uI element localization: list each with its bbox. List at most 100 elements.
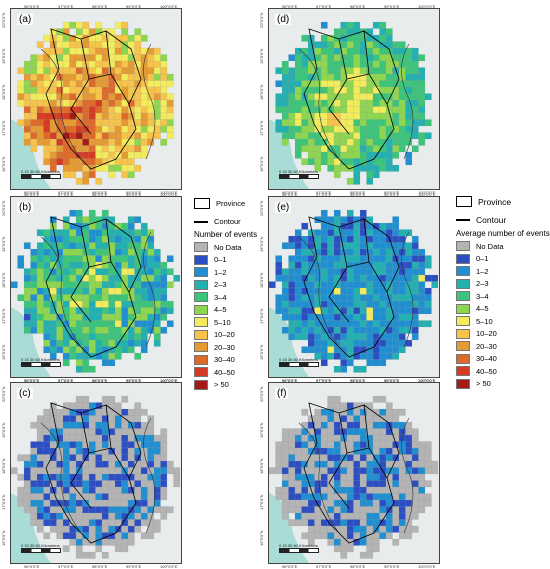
- legend-item: 20–30: [194, 342, 266, 352]
- lon-tick-label: 100°0'0"E: [418, 378, 436, 383]
- legend-item: 10–20: [456, 328, 550, 339]
- scale-bar-graphic: [21, 548, 61, 553]
- lon-tick-label: 98°0'0"E: [350, 4, 366, 9]
- legend-item: 40–50: [194, 367, 266, 377]
- legend-item: 1–2: [456, 266, 550, 276]
- scale-bar-label: 0 15 30 60 Kilometers: [279, 169, 318, 174]
- scale-bar-graphic: [279, 548, 319, 553]
- lon-tick-label: 100°0'0"E: [160, 192, 178, 197]
- lat-tick-label: 20°0'0"N: [1, 12, 6, 28]
- legend-item-label: 30–40: [476, 354, 497, 363]
- panel-label: (d): [275, 14, 292, 25]
- lat-tick-label: 18°0'0"N: [1, 272, 6, 288]
- lon-tick-label: 96°0'0"E: [282, 4, 298, 9]
- lon-tick-label: 96°0'0"E: [282, 378, 298, 383]
- contour-lines: [40, 43, 156, 160]
- province-boundaries: [45, 28, 142, 170]
- legend-title: Average number of events: [456, 229, 550, 238]
- legend-item: 0–1: [194, 254, 266, 265]
- scale-bar: 0 15 30 60 Kilometers: [21, 543, 61, 553]
- lon-tick-label: 100°0'0"E: [418, 4, 436, 9]
- lon-tick-label: 99°0'0"E: [126, 564, 142, 569]
- lat-tick-label: 19°0'0"N: [259, 236, 264, 252]
- lat-tick-label: 18°0'0"N: [259, 272, 264, 288]
- scale-bar-label: 0 15 30 60 Kilometers: [21, 357, 60, 362]
- legend-item-label: 1–2: [214, 267, 227, 277]
- scale-bar: 0 15 30 60 Kilometers: [279, 543, 319, 553]
- legend-swatch: [194, 329, 208, 340]
- scale-bar-label: 0 15 30 60 Kilometers: [279, 543, 318, 548]
- lon-tick-label: 100°0'0"E: [160, 378, 178, 383]
- lat-tick-label: 17°0'0"N: [1, 120, 6, 136]
- lon-tick-label: 96°0'0"E: [282, 192, 298, 197]
- legend-item-label: 5–10: [476, 316, 493, 326]
- legend-item: 3–4: [456, 291, 550, 301]
- lat-tick-label: 17°0'0"N: [259, 494, 264, 510]
- legend-swatch: [456, 303, 470, 314]
- legend-swatch: [456, 291, 470, 301]
- legend-item: 4–5: [456, 303, 550, 314]
- legend-item: 3–4: [194, 292, 266, 302]
- scale-bar-graphic: [279, 174, 319, 179]
- legend-item-label: 3–4: [476, 291, 489, 301]
- contour-symbol: [456, 219, 470, 221]
- lon-tick-label: 100°0'0"E: [418, 564, 436, 569]
- map-panel-d: (d) 0 15 30 60 Kilometers: [268, 8, 440, 190]
- lat-tick-label: 16°0'0"N: [1, 530, 6, 546]
- lon-tick-label: 96°0'0"E: [24, 190, 40, 195]
- legend-item-label: 4–5: [214, 305, 227, 314]
- legend-item: 2–3: [194, 279, 266, 290]
- lon-tick-label: 100°0'0"E: [160, 4, 178, 9]
- lon-tick-label: 97°0'0"E: [316, 378, 332, 383]
- legend-item-label: 0–1: [476, 254, 489, 263]
- legend-contour-row: Contour: [194, 217, 266, 226]
- legend-contour-row: Contour: [456, 215, 550, 225]
- lat-tick-label: 19°0'0"N: [259, 48, 264, 64]
- lat-tick-label: 17°0'0"N: [1, 494, 6, 510]
- lon-tick-label: 97°0'0"E: [58, 190, 74, 195]
- legend-item-label: 40–50: [476, 366, 497, 376]
- lon-tick-label: 97°0'0"E: [316, 564, 332, 569]
- lon-tick-label: 98°0'0"E: [350, 378, 366, 383]
- province-boundaries: [303, 402, 400, 544]
- lon-tick-label: 98°0'0"E: [350, 564, 366, 569]
- legend-item: 0–1: [456, 253, 550, 264]
- lon-tick-label: 99°0'0"E: [384, 192, 400, 197]
- legend-item: > 50: [456, 378, 550, 389]
- legend-province-row: Province: [194, 198, 266, 209]
- lat-tick-label: 20°0'0"N: [259, 200, 264, 216]
- legend-item: No Data: [456, 241, 550, 251]
- province-symbol: [456, 196, 472, 207]
- lon-tick-label: 99°0'0"E: [384, 564, 400, 569]
- map-panel-c: (c) 0 15 30 60 Kilometers: [10, 382, 182, 564]
- lon-tick-label: 98°0'0"E: [92, 564, 108, 569]
- legend-swatch: [194, 254, 208, 265]
- lon-tick-label: 98°0'0"E: [350, 192, 366, 197]
- lat-tick-label: 16°0'0"N: [259, 344, 264, 360]
- legend-item-label: 1–2: [476, 266, 489, 276]
- lon-tick-label: 100°0'0"E: [160, 190, 178, 195]
- legend-item-label: 5–10: [214, 317, 231, 327]
- legend-title: Number of events: [194, 230, 258, 239]
- legend-swatch: [194, 242, 208, 252]
- lon-tick-label: 99°0'0"E: [126, 378, 142, 383]
- lon-tick-label: 99°0'0"E: [384, 378, 400, 383]
- sea-area: [11, 493, 51, 563]
- sea-area: [269, 119, 309, 189]
- lat-tick-label: 16°0'0"N: [259, 156, 264, 172]
- legend-item-label: 30–40: [214, 355, 235, 364]
- scale-bar-graphic: [279, 362, 319, 367]
- lon-tick-label: 98°0'0"E: [92, 192, 108, 197]
- legend-item-label: No Data: [214, 242, 242, 252]
- legend-contour-label: Contour: [214, 217, 241, 226]
- map-panel-f: (f) 0 15 30 60 Kilometers: [268, 382, 440, 564]
- scale-bar: 0 15 30 60 Kilometers: [279, 357, 319, 367]
- legend-swatch: [456, 241, 470, 251]
- province-boundaries: [45, 216, 142, 358]
- lon-tick-label: 98°0'0"E: [350, 378, 366, 383]
- lat-tick-label: 20°0'0"N: [1, 200, 6, 216]
- legend-swatch: [194, 279, 208, 290]
- legend-swatch: [194, 267, 208, 277]
- scale-bar: 0 15 30 60 Kilometers: [21, 357, 61, 367]
- lon-tick-label: 99°0'0"E: [384, 378, 400, 383]
